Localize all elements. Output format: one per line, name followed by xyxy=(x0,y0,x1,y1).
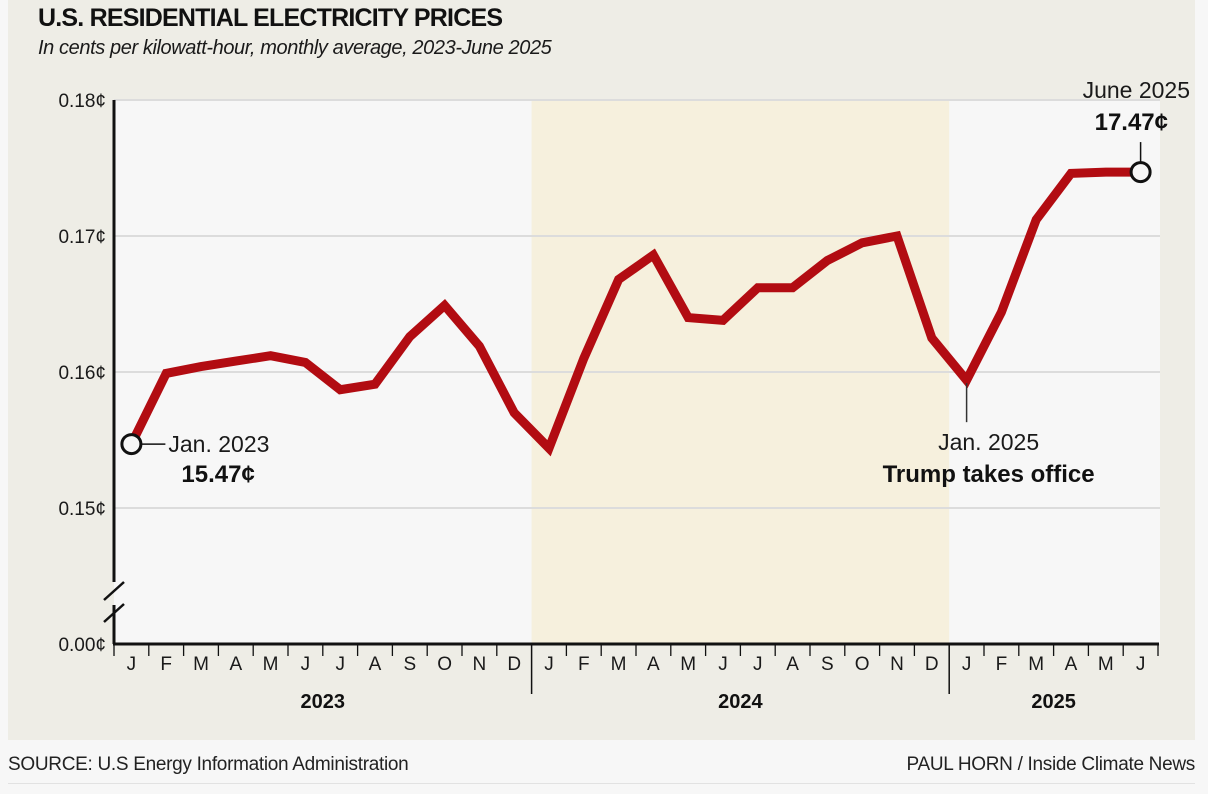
year-label: 2025 xyxy=(1031,691,1076,713)
month-label: D xyxy=(507,654,521,675)
month-label: M xyxy=(1028,654,1044,675)
data-point xyxy=(475,342,483,350)
data-point xyxy=(789,284,797,292)
y-tick-label: 0.18¢ xyxy=(58,91,106,112)
month-label: N xyxy=(890,654,904,675)
axis-break-mark xyxy=(103,581,125,601)
month-label: J xyxy=(718,654,728,675)
chart-title: U.S. RESIDENTIAL ELECTRICITY PRICES xyxy=(38,4,503,32)
data-point xyxy=(406,333,414,341)
axis-break-mark xyxy=(103,603,125,623)
data-point xyxy=(197,363,205,371)
y-tick-label: 0.00¢ xyxy=(58,635,106,656)
y-axis xyxy=(103,100,125,644)
data-point xyxy=(441,301,449,309)
month-label: S xyxy=(403,654,416,675)
annotation-date: Jan. 2023 xyxy=(168,431,269,457)
year-label: 2023 xyxy=(301,691,346,713)
annotation-value: 17.47¢ xyxy=(1095,109,1168,136)
month-label: A xyxy=(369,654,382,675)
month-label: J xyxy=(753,654,763,675)
month-label: A xyxy=(229,654,242,675)
data-point xyxy=(336,386,344,394)
month-label: M xyxy=(1098,654,1114,675)
gridlines xyxy=(114,99,1160,509)
data-point xyxy=(580,354,588,362)
month-label: M xyxy=(263,654,279,675)
annotations: Jan. 2023 15.47¢ Jan. 2025 Trump takes offi… xyxy=(120,77,1190,488)
data-point xyxy=(719,316,727,324)
data-point xyxy=(1032,216,1040,224)
month-label: J xyxy=(301,654,311,675)
month-label: J xyxy=(544,654,554,675)
month-label: N xyxy=(473,654,487,675)
endpoint-marker xyxy=(120,433,143,456)
y-tick-label: 0.15¢ xyxy=(58,499,106,520)
credit-note: PAUL HORN / Inside Climate News xyxy=(906,754,1196,775)
data-point xyxy=(928,334,936,342)
data-point xyxy=(684,314,692,322)
annotation-date: June 2025 xyxy=(1083,77,1190,103)
month-label: J xyxy=(962,654,972,675)
data-point xyxy=(858,239,866,247)
month-label: A xyxy=(647,654,660,675)
data-point xyxy=(510,409,518,417)
month-label: J xyxy=(127,654,137,675)
source-note: SOURCE: U.S Energy Information Administr… xyxy=(8,754,409,775)
month-label: A xyxy=(1065,654,1078,675)
annotation-note: Trump takes office xyxy=(883,461,1095,488)
month-label: M xyxy=(611,654,627,675)
annotation-value: 15.47¢ xyxy=(181,461,254,488)
data-point xyxy=(371,380,379,388)
month-label: M xyxy=(680,654,696,675)
data-point xyxy=(649,251,657,259)
data-point xyxy=(615,276,623,284)
chart-subtitle: In cents per kilowatt-hour, monthly aver… xyxy=(38,37,552,59)
data-point xyxy=(754,284,762,292)
month-label: O xyxy=(855,654,870,675)
month-label: F xyxy=(160,654,172,675)
month-label: A xyxy=(786,654,799,675)
endpoint-marker xyxy=(1129,161,1152,184)
data-point xyxy=(893,232,901,240)
month-label: O xyxy=(437,654,452,675)
year-label: 2024 xyxy=(718,691,763,713)
month-label: F xyxy=(996,654,1008,675)
y-axis-ticks: 0.00¢ 0.15¢ 0.16¢ 0.17¢ 0.18¢ xyxy=(58,91,106,656)
data-point xyxy=(545,444,553,452)
data-point xyxy=(267,352,275,360)
month-label: J xyxy=(335,654,345,675)
month-label: D xyxy=(925,654,939,675)
month-label: F xyxy=(578,654,590,675)
y-tick-label: 0.17¢ xyxy=(58,227,106,248)
data-point xyxy=(823,256,831,264)
y-tick-label: 0.16¢ xyxy=(58,363,106,384)
data-point xyxy=(162,369,170,377)
annotation-date: Jan. 2025 xyxy=(938,429,1039,455)
data-point xyxy=(963,376,971,384)
price-series xyxy=(127,167,1141,457)
data-point xyxy=(232,357,240,365)
data-point xyxy=(997,308,1005,316)
data-point xyxy=(1067,169,1075,177)
price-line xyxy=(127,167,1141,457)
month-label: M xyxy=(193,654,209,675)
month-label: J xyxy=(1136,654,1146,675)
month-label: S xyxy=(821,654,834,675)
footer-divider xyxy=(8,783,1195,784)
data-point xyxy=(301,358,309,366)
data-point xyxy=(1102,168,1110,176)
